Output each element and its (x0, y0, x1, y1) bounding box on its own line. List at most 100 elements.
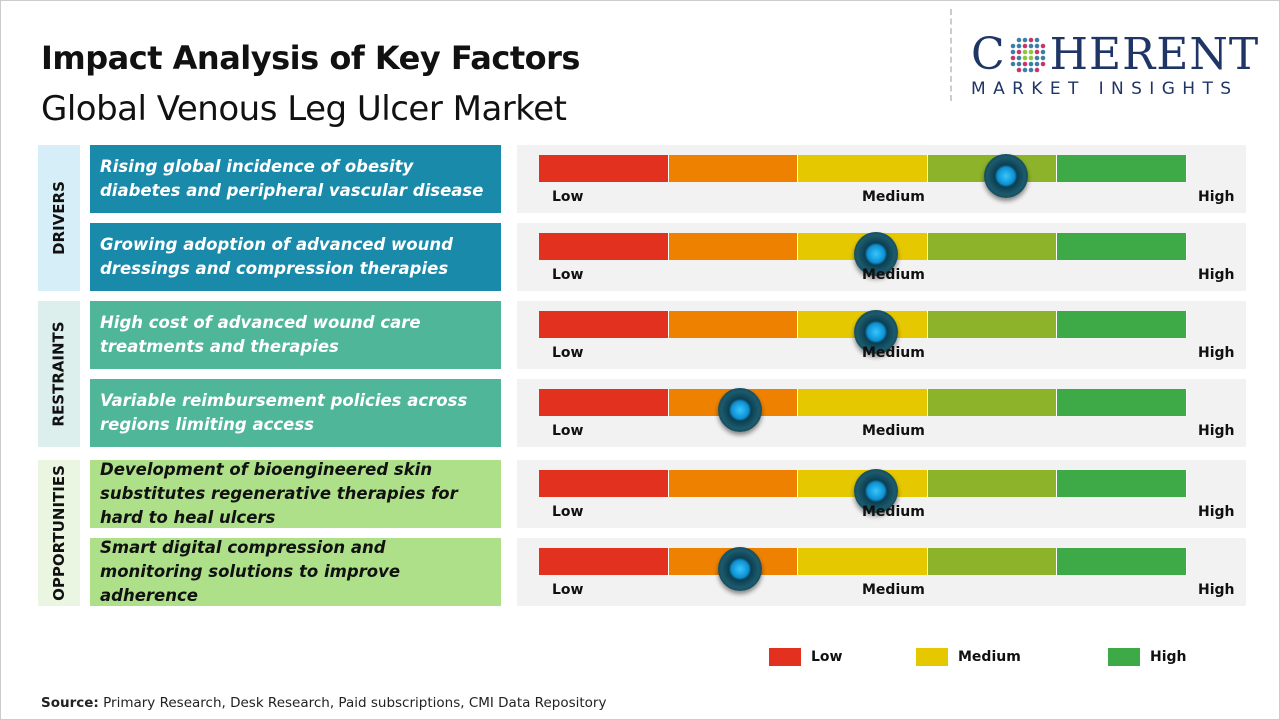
legend-swatch (769, 648, 801, 666)
logo-dot (1016, 43, 1021, 49)
gauge-segment (1057, 311, 1187, 338)
gauge-segment (798, 548, 928, 575)
logo-dot (1040, 61, 1045, 67)
logo-dot (1034, 49, 1039, 55)
factor-text: Variable reimbursement policies across r… (90, 379, 501, 447)
impact-gauge: Low Medium High (517, 223, 1246, 291)
logo-dot (1040, 43, 1045, 49)
gauge-segment (539, 155, 669, 182)
logo-dot (1034, 61, 1039, 67)
logo-dot (1022, 67, 1027, 73)
impact-gauge: Low Medium High (517, 379, 1246, 447)
scale-label-high: High (1198, 582, 1235, 598)
logo: C HERENT MARKET INSIGHTS (971, 29, 1260, 100)
category-label-drivers: DRIVERS (38, 145, 80, 291)
category-name: RESTRAINTS (50, 321, 69, 427)
logo-dot (1016, 55, 1021, 61)
scale-label-low: Low (552, 582, 584, 598)
legend-high: High (1108, 648, 1187, 666)
factor-text: High cost of advanced wound care treatme… (90, 301, 501, 369)
impact-marker (853, 232, 898, 276)
source-label: Source: (41, 695, 99, 711)
impact-gauge: Low Medium High (517, 460, 1246, 528)
gauge-bar (539, 310, 1187, 354)
scale-label-low: Low (552, 345, 584, 361)
logo-dot (1034, 37, 1039, 43)
gauge-segment (1057, 470, 1187, 497)
scale-label-high: High (1198, 189, 1235, 205)
gauge-bar (539, 469, 1187, 513)
chart-subtitle: Global Venous Leg Ulcer Market (41, 89, 567, 129)
scale-label-high: High (1198, 504, 1235, 520)
legend-swatch (1108, 648, 1140, 666)
gauge-segment (668, 233, 799, 260)
impact-gauge: Low Medium High (517, 145, 1246, 213)
legend-label: High (1150, 649, 1187, 665)
impact-gauge: Low Medium High (517, 301, 1246, 369)
gauge-segment (927, 233, 1058, 260)
legend-medium: Medium (916, 648, 1021, 666)
gauge-segment (539, 389, 669, 416)
logo-dot (1040, 55, 1045, 61)
scale-label-high: High (1198, 345, 1235, 361)
scale-label-medium: Medium (862, 345, 925, 361)
logo-dot (1028, 37, 1033, 43)
scale-label-medium: Medium (862, 267, 925, 283)
category-name: DRIVERS (50, 181, 69, 255)
scale-label-low: Low (552, 423, 584, 439)
logo-dot (1028, 43, 1033, 49)
globe-icon (1010, 37, 1045, 73)
gauge-segment (1057, 233, 1187, 260)
divider (950, 9, 952, 101)
scale-label-low: Low (552, 504, 584, 520)
impact-marker (853, 310, 898, 354)
gauge-bar (539, 388, 1187, 432)
logo-dot (1028, 49, 1033, 55)
logo-dot (1028, 55, 1033, 61)
scale-label-low: Low (552, 189, 584, 205)
gauge-segment (1057, 155, 1187, 182)
scale-label-high: High (1198, 423, 1235, 439)
gauge-segment (798, 389, 928, 416)
logo-dot (1034, 43, 1039, 49)
impact-marker (717, 388, 762, 432)
legend-label: Low (811, 649, 843, 665)
scale-label-medium: Medium (862, 504, 925, 520)
chart-title: Impact Analysis of Key Factors (41, 39, 580, 77)
factor-text: Development of bioengineered skin substi… (90, 460, 501, 528)
impact-marker (717, 547, 762, 591)
logo-dot (1010, 55, 1015, 61)
gauge-segment (1057, 548, 1187, 575)
logo-dot (1022, 37, 1027, 43)
gauge-segment (668, 311, 799, 338)
gauge-segment (927, 389, 1058, 416)
logo-dot (1016, 49, 1021, 55)
gauge-segment (668, 155, 799, 182)
logo-dot (1022, 43, 1027, 49)
gauge-segment (539, 311, 669, 338)
gauge-bar (539, 232, 1187, 276)
logo-dot (1010, 43, 1015, 49)
logo-dot (1016, 61, 1021, 67)
logo-dot (1016, 37, 1021, 43)
gauge-segment (927, 470, 1058, 497)
scale-label-medium: Medium (862, 189, 925, 205)
category-label-opportunities: OPPORTUNITIES (38, 460, 80, 606)
logo-dot (1034, 67, 1039, 73)
logo-dot (1040, 49, 1045, 55)
logo-dot (1022, 49, 1027, 55)
impact-marker (983, 154, 1028, 198)
source-text: Primary Research, Desk Research, Paid su… (98, 695, 607, 711)
gauge-segment (539, 548, 669, 575)
scale-label-low: Low (552, 267, 584, 283)
category-name: OPPORTUNITIES (50, 465, 68, 601)
gauge-segment (927, 548, 1058, 575)
impact-marker (853, 469, 898, 513)
gauge-segment (798, 155, 928, 182)
gauge-bar (539, 547, 1187, 591)
gauge-segment (539, 233, 669, 260)
scale-label-medium: Medium (862, 582, 925, 598)
gauge-bar (539, 154, 1187, 198)
source-note: Source: Primary Research, Desk Research,… (41, 695, 606, 711)
logo-dot (1016, 67, 1021, 73)
